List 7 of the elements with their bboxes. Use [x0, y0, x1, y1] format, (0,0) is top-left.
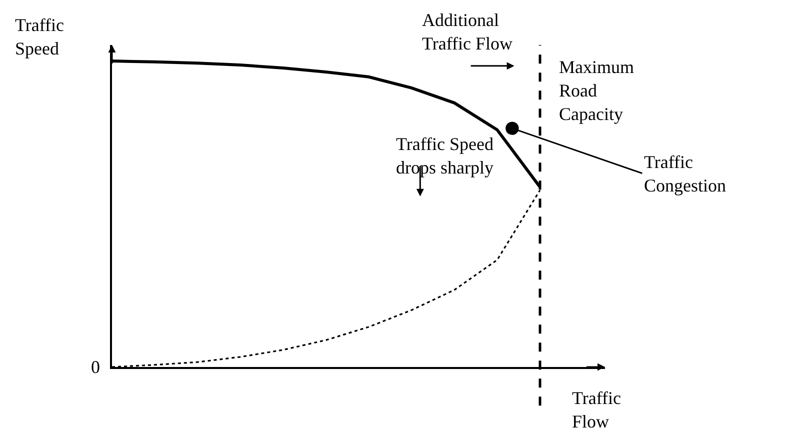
- text: Traffic Congestion: [644, 152, 726, 196]
- annotation: 0: [91, 357, 100, 377]
- y-axis-title: Traffic Speed: [15, 15, 64, 58]
- annotation: Traffic Speed drops sharply: [396, 134, 494, 178]
- annotation: Maximum Road Capacity: [559, 57, 634, 124]
- text: Additional Traffic Flow: [422, 10, 513, 54]
- x-axis-title: Traffic Flow: [572, 388, 622, 432]
